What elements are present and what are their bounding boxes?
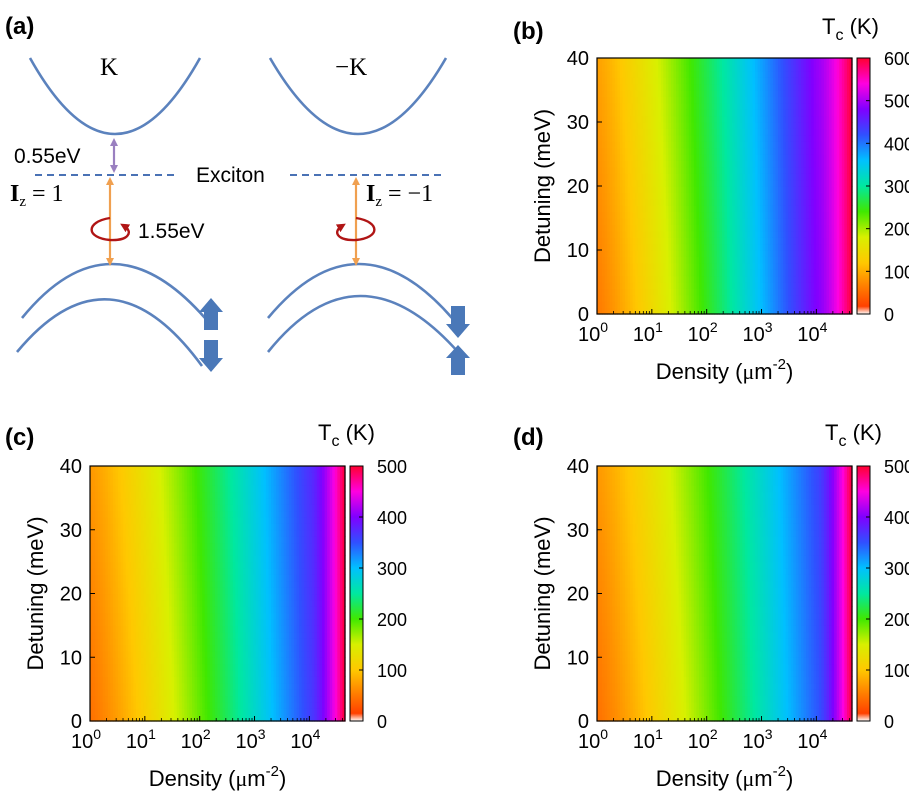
valence-band-lower-k xyxy=(17,299,202,366)
colorbar-title: Tc (K) xyxy=(822,14,879,44)
transition-energy-label: 1.55eV xyxy=(138,220,205,243)
panel-b-label: (b) xyxy=(513,18,544,45)
y-axis-title: Detuning (meV) xyxy=(530,109,555,263)
y-tick-label: 10 xyxy=(567,240,589,262)
colorbar-tick-label: 600 xyxy=(884,49,909,69)
panel-a-label: (a) xyxy=(5,13,34,40)
pseudospin-label-k: Iz = 1 xyxy=(10,181,64,210)
colorbar-tick-label: 200 xyxy=(884,220,909,240)
spin-up-arrow-minus-k-icon xyxy=(446,345,470,375)
heatmap-cells xyxy=(90,466,346,722)
spin-down-arrow-minus-k-icon xyxy=(446,306,470,338)
spin-down-arrow-icon xyxy=(199,340,223,372)
y-tick-label: 0 xyxy=(578,304,589,326)
x-tick-label: 104 xyxy=(797,319,827,346)
colorbar-tick-label: 300 xyxy=(884,177,909,197)
y-tick-label: 30 xyxy=(567,112,589,134)
x-tick-label: 103 xyxy=(742,319,772,346)
valence-band-lower-minus-k xyxy=(268,296,458,352)
pseudospin-label-minus-k: Iz = −1 xyxy=(366,181,433,210)
valence-band-upper-minus-k xyxy=(268,264,452,318)
y-tick-label: 40 xyxy=(567,48,589,70)
valley-label-k: K xyxy=(100,54,118,81)
valence-band-upper-k xyxy=(22,264,205,318)
exciton-label: Exciton xyxy=(196,164,265,187)
gap-energy-label: 0.55eV xyxy=(14,145,81,168)
band-diagram: (a) K −K Exciton 0.55eV 1.55eV Iz = 1 Iz… xyxy=(5,13,470,375)
panel-c-label: (c) xyxy=(5,424,34,451)
colorbar-tick-label: 500 xyxy=(884,92,909,112)
colorbar-tick-label: 400 xyxy=(884,134,909,154)
colorbar-tick-label: 0 xyxy=(884,305,894,325)
heatmap-cells xyxy=(597,58,853,315)
colorbar-tick-label: 100 xyxy=(884,262,909,282)
x-axis-title: Density (μm-2) xyxy=(656,356,794,384)
x-tick-label: 101 xyxy=(633,319,663,346)
x-tick-label: 100 xyxy=(578,319,608,346)
x-tick-label: 102 xyxy=(688,319,718,346)
valley-label-minus-k: −K xyxy=(335,54,367,81)
y-tick-label: 20 xyxy=(567,176,589,198)
